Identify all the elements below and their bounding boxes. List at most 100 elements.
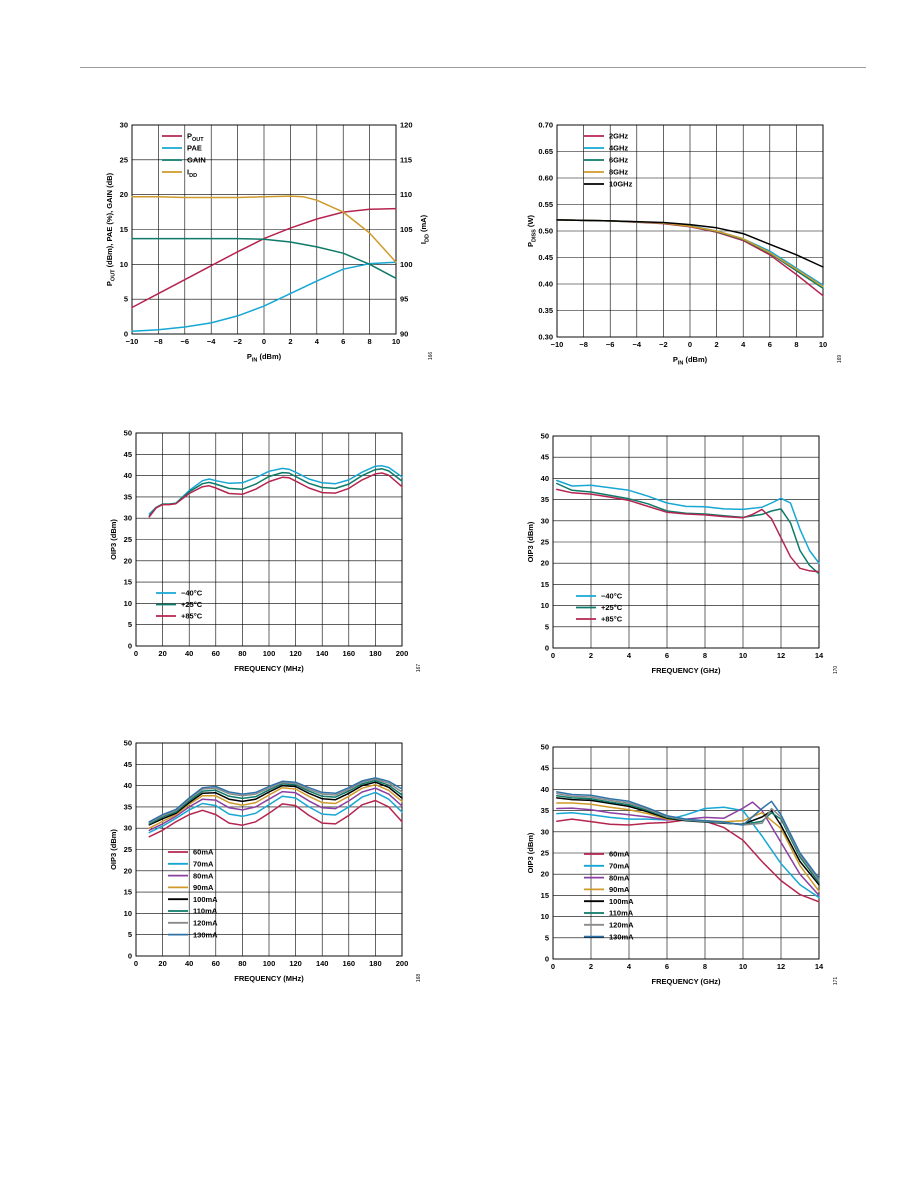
y-tick-label: 50 bbox=[541, 432, 549, 441]
y-tick-label: 20 bbox=[124, 866, 132, 875]
x-tick-label: 8 bbox=[794, 340, 798, 349]
y-tick-label: 5 bbox=[128, 620, 132, 629]
x-tick-label: 100 bbox=[263, 649, 276, 658]
y-tick-label: 30 bbox=[541, 516, 549, 525]
legend: −40°C +25°C +85°C bbox=[156, 589, 203, 621]
x-tick-label: 140 bbox=[316, 649, 329, 658]
plot-frame bbox=[135, 432, 403, 647]
series-line-40c bbox=[148, 465, 403, 515]
legend-label: −40°C bbox=[601, 592, 623, 601]
series-line-40c bbox=[556, 479, 820, 564]
y-tick-label: 10 bbox=[124, 909, 132, 918]
y-tick-label: 0.35 bbox=[538, 306, 553, 315]
plot-frame bbox=[552, 746, 820, 960]
y-tick-label: 50 bbox=[124, 739, 132, 748]
y2-tick-label: 90 bbox=[400, 330, 408, 339]
legend-label: 130mA bbox=[609, 932, 634, 941]
grid bbox=[552, 435, 820, 649]
figure-number: 168 bbox=[416, 974, 422, 983]
y-axis-label: OIP3 (dBm) bbox=[526, 832, 535, 873]
grid bbox=[131, 124, 397, 335]
series-line-80ma bbox=[556, 801, 820, 897]
legend-label: 80mA bbox=[609, 873, 630, 882]
x-tick-label: 2 bbox=[715, 340, 719, 349]
figure-number: 171 bbox=[833, 977, 839, 986]
x-tick-label: 4 bbox=[315, 337, 320, 346]
x-tick-label: 160 bbox=[343, 649, 356, 658]
y-tick-label: 0.70 bbox=[538, 121, 553, 130]
y-tick-label: 15 bbox=[541, 580, 549, 589]
y-tick-label: 20 bbox=[120, 190, 128, 199]
y2-tick-label: 115 bbox=[400, 155, 412, 164]
x-tick-label: −10 bbox=[126, 337, 139, 346]
legend-label: 60mA bbox=[609, 850, 630, 859]
y-tick-label: 30 bbox=[541, 827, 549, 836]
legend-label: +85°C bbox=[181, 612, 203, 621]
y-tick-label: 10 bbox=[541, 601, 549, 610]
x-tick-label: 0 bbox=[551, 962, 555, 971]
y-tick-label: 25 bbox=[124, 845, 132, 854]
legend-label: 4GHz bbox=[609, 144, 628, 153]
y-tick-label: 0.30 bbox=[538, 333, 553, 342]
legend-label: 6GHz bbox=[609, 156, 628, 165]
x-tick-label: 14 bbox=[815, 962, 824, 971]
y-axis-label: PDISS (W) bbox=[526, 214, 538, 247]
y-tick-label: 15 bbox=[120, 225, 128, 234]
x-tick-label: 4 bbox=[627, 962, 632, 971]
figure-number: 166 bbox=[428, 352, 434, 361]
legend-label: 10GHz bbox=[609, 180, 633, 189]
x-tick-label: 10 bbox=[819, 340, 827, 349]
x-tick-label: 2 bbox=[589, 962, 593, 971]
legend: −40°C +25°C +85°C bbox=[576, 592, 623, 624]
x-axis-label: FREQUENCY (MHz) bbox=[234, 974, 304, 983]
plot-frame bbox=[135, 742, 403, 957]
oip3-vs-freq-mhz-temperature-chart: 0 20 40 60 80 100 120 140 160 180 200 0 5 10 15 20 25 30 3… bbox=[109, 429, 422, 674]
legend-label: 70mA bbox=[609, 862, 630, 871]
x-tick-label: 12 bbox=[777, 651, 785, 660]
x-tick-label: −6 bbox=[606, 340, 615, 349]
x-tick-label: 200 bbox=[396, 959, 409, 968]
series-line-idd bbox=[131, 195, 397, 263]
y-tick-label: 0.55 bbox=[538, 200, 553, 209]
legend-label: 8GHz bbox=[609, 168, 628, 177]
x-tick-label: 10 bbox=[392, 337, 400, 346]
y-tick-label: 5 bbox=[545, 622, 549, 631]
series-line-90ma bbox=[148, 783, 403, 829]
x-tick-label: 120 bbox=[289, 649, 302, 658]
y-tick-label: 0 bbox=[545, 955, 549, 964]
y-tick-label: 20 bbox=[124, 556, 132, 565]
legend-label: 110mA bbox=[193, 907, 218, 916]
pout-pae-gain-idd-vs-pin-chart: −10 −8 −6 −4 −2 0 2 4 6 8 100510152025309095100105… bbox=[105, 121, 434, 364]
series-line-85c bbox=[556, 488, 820, 573]
y-tick-label: 30 bbox=[124, 514, 132, 523]
y-tick-label: 0.45 bbox=[538, 253, 553, 262]
y-tick-label: 10 bbox=[124, 599, 132, 608]
series-line-25c bbox=[556, 482, 820, 575]
x-tick-label: 200 bbox=[396, 649, 409, 658]
y-tick-label: 10 bbox=[120, 260, 128, 269]
x-tick-label: 0 bbox=[262, 337, 266, 346]
x-tick-label: 10 bbox=[739, 962, 747, 971]
series-line-85c bbox=[148, 472, 403, 518]
x-tick-label: −2 bbox=[659, 340, 668, 349]
grid bbox=[135, 742, 403, 957]
y-tick-label: 15 bbox=[124, 888, 132, 897]
grid bbox=[135, 432, 403, 647]
x-tick-label: 14 bbox=[815, 651, 824, 660]
x-tick-label: 2 bbox=[288, 337, 292, 346]
x-axis-label: PIN (dBm) bbox=[673, 355, 708, 367]
x-tick-label: 6 bbox=[665, 651, 669, 660]
grid bbox=[552, 746, 820, 960]
y-tick-label: 35 bbox=[124, 802, 132, 811]
x-tick-label: 6 bbox=[768, 340, 772, 349]
x-tick-label: −6 bbox=[181, 337, 190, 346]
y-tick-label: 0 bbox=[128, 642, 132, 651]
legend-label: GAIN bbox=[187, 156, 206, 165]
oip3-vs-freq-ghz-temperature-chart: 0 2 4 6 8 10 12 14 0 5 10 15 20 25 30 35 40 45 50 −40°C +25°… bbox=[526, 432, 839, 676]
y2-tick-label: 105 bbox=[400, 225, 413, 234]
x-axis-label: FREQUENCY (GHz) bbox=[651, 666, 721, 675]
oip3-vs-freq-mhz-current-chart: 0 20 40 60 80 100 120 140 160 180 200 0 5 10 15 20 25 30 3… bbox=[109, 739, 422, 984]
y-tick-label: 0.40 bbox=[538, 280, 553, 289]
figure-number: 169 bbox=[837, 355, 843, 364]
x-tick-label: 0 bbox=[551, 651, 555, 660]
